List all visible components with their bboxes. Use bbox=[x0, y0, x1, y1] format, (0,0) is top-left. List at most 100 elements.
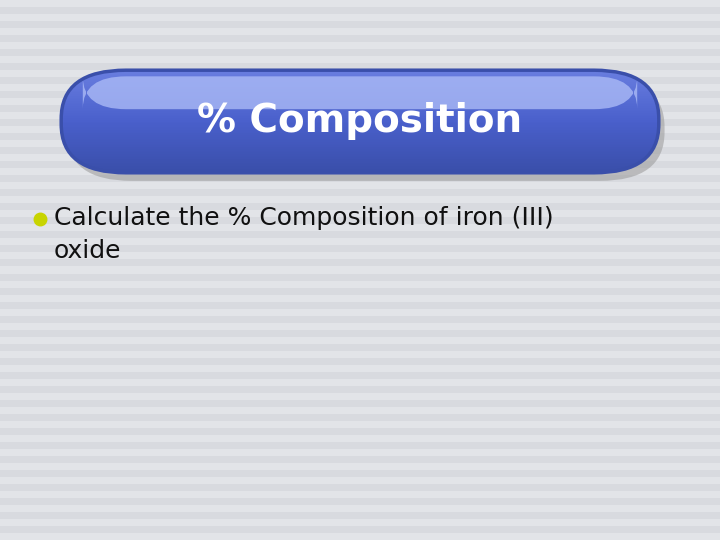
Bar bbox=[0, 400, 720, 407]
Bar bbox=[0, 211, 720, 218]
Bar bbox=[0, 63, 720, 70]
Bar bbox=[61, 156, 659, 157]
Bar bbox=[61, 82, 659, 84]
Bar bbox=[0, 0, 720, 7]
Bar bbox=[0, 77, 720, 84]
Bar bbox=[61, 80, 659, 82]
Text: Calculate the % Composition of iron (III): Calculate the % Composition of iron (III… bbox=[54, 206, 554, 230]
Bar bbox=[61, 111, 659, 113]
Bar bbox=[0, 183, 720, 190]
Bar bbox=[0, 204, 720, 211]
Bar bbox=[0, 225, 720, 232]
Bar bbox=[0, 379, 720, 386]
Bar bbox=[61, 110, 659, 111]
Bar bbox=[61, 132, 659, 133]
Bar bbox=[0, 190, 720, 197]
Bar bbox=[0, 329, 720, 336]
Bar bbox=[0, 308, 720, 315]
Bar bbox=[61, 123, 659, 125]
Bar bbox=[0, 239, 720, 246]
Bar bbox=[0, 435, 720, 442]
Bar bbox=[61, 113, 659, 114]
Bar bbox=[0, 126, 720, 133]
Bar bbox=[61, 94, 659, 96]
Bar bbox=[61, 133, 659, 135]
Bar bbox=[61, 142, 659, 144]
Bar bbox=[61, 101, 659, 103]
Bar bbox=[0, 98, 720, 105]
Bar bbox=[0, 414, 720, 421]
Bar bbox=[0, 287, 720, 294]
Bar bbox=[0, 140, 720, 147]
Bar bbox=[61, 87, 659, 89]
Bar bbox=[0, 176, 720, 183]
Bar bbox=[61, 73, 659, 75]
Bar bbox=[0, 491, 720, 498]
Bar bbox=[0, 28, 720, 35]
Bar bbox=[61, 135, 659, 137]
Bar bbox=[61, 70, 659, 72]
Bar bbox=[0, 154, 720, 161]
Bar bbox=[61, 98, 659, 99]
Bar bbox=[61, 127, 659, 129]
Bar bbox=[0, 161, 720, 168]
Bar bbox=[0, 147, 720, 154]
Bar bbox=[61, 122, 659, 123]
Bar bbox=[61, 167, 659, 170]
Bar bbox=[61, 125, 659, 126]
Bar bbox=[0, 267, 720, 273]
Bar bbox=[61, 89, 659, 91]
Bar bbox=[61, 99, 659, 101]
Bar bbox=[0, 21, 720, 28]
Bar bbox=[0, 84, 720, 91]
Bar bbox=[61, 147, 659, 149]
Bar bbox=[0, 14, 720, 21]
Bar bbox=[0, 112, 720, 119]
Bar bbox=[0, 91, 720, 98]
Bar bbox=[0, 70, 720, 77]
Bar bbox=[61, 158, 659, 159]
Bar bbox=[0, 484, 720, 491]
Bar bbox=[0, 42, 720, 49]
Bar bbox=[0, 322, 720, 329]
Bar bbox=[61, 118, 659, 120]
Bar bbox=[61, 152, 659, 154]
Bar bbox=[61, 145, 659, 147]
Bar bbox=[61, 130, 659, 132]
Bar bbox=[0, 246, 720, 253]
Bar bbox=[0, 442, 720, 449]
Bar bbox=[61, 120, 659, 122]
FancyBboxPatch shape bbox=[67, 78, 665, 181]
Bar bbox=[61, 149, 659, 151]
Bar bbox=[0, 463, 720, 470]
Bar bbox=[0, 343, 720, 350]
Bar bbox=[0, 35, 720, 42]
Bar bbox=[61, 170, 659, 171]
Bar bbox=[61, 161, 659, 163]
Bar bbox=[61, 72, 659, 73]
Bar bbox=[0, 526, 720, 533]
Bar bbox=[0, 456, 720, 463]
Bar bbox=[0, 133, 720, 140]
Bar bbox=[0, 421, 720, 428]
Bar bbox=[0, 168, 720, 176]
Bar bbox=[61, 151, 659, 152]
Bar bbox=[0, 512, 720, 519]
Bar bbox=[0, 260, 720, 267]
Bar bbox=[0, 505, 720, 512]
Bar bbox=[0, 386, 720, 393]
Text: oxide: oxide bbox=[54, 239, 122, 263]
Bar bbox=[0, 477, 720, 484]
FancyBboxPatch shape bbox=[83, 76, 637, 109]
Bar bbox=[61, 154, 659, 156]
Bar bbox=[0, 119, 720, 126]
Bar bbox=[0, 273, 720, 280]
Bar bbox=[0, 364, 720, 372]
FancyBboxPatch shape bbox=[61, 70, 659, 173]
Bar bbox=[61, 117, 659, 118]
Bar bbox=[0, 533, 720, 540]
Bar bbox=[61, 92, 659, 94]
Bar bbox=[0, 301, 720, 308]
Bar bbox=[0, 428, 720, 435]
Bar bbox=[61, 84, 659, 85]
